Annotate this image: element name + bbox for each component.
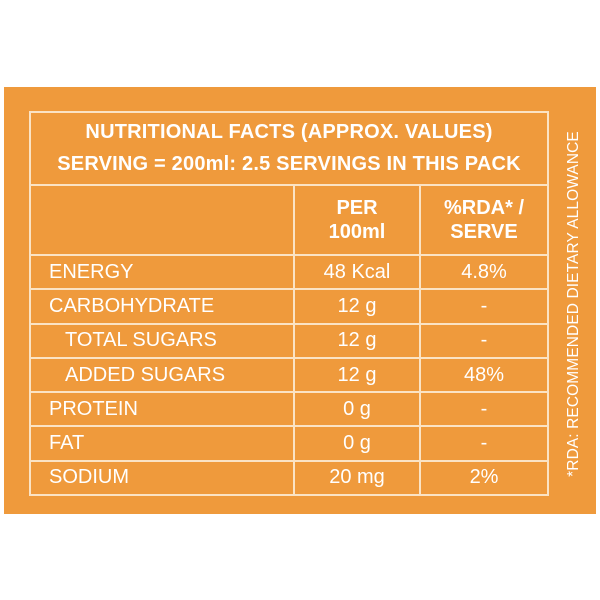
- energy-rda: 4.8%: [418, 254, 550, 291]
- table-title: NUTRITIONAL FACTS (APPROX. VALUES) SERVI…: [28, 111, 550, 186]
- table-row: SODIUM 20 mg 2%: [29, 459, 550, 497]
- energy-per-100ml: 48 Kcal: [293, 254, 421, 291]
- header-rda-serve-line-1: %RDA* /: [444, 196, 525, 219]
- carbohydrate-rda: -: [418, 288, 550, 325]
- nutrient-fat: FAT: [29, 425, 295, 462]
- sodium-rda: 2%: [418, 459, 550, 497]
- sodium-per-100ml: 20 mg: [293, 459, 421, 497]
- table-row: FAT 0 g -: [29, 425, 550, 462]
- nutrient-carbohydrate: CARBOHYDRATE: [29, 288, 295, 325]
- table-row: ADDED SUGARS 12 g 48%: [29, 356, 550, 394]
- table-row: PROTEIN 0 g -: [29, 391, 550, 428]
- table-row: TOTAL SUGARS 12 g -: [29, 322, 550, 359]
- header-per-100ml-line-2: 100ml: [328, 220, 386, 243]
- header-rda-serve-line-2: SERVE: [450, 220, 518, 243]
- nutrient-energy: ENERGY: [29, 254, 295, 291]
- table-row: ENERGY 48 Kcal 4.8%: [29, 254, 550, 291]
- header-empty-cell: [29, 183, 295, 257]
- header-per-100ml: PER 100ml: [293, 183, 421, 257]
- rda-footnote-text: *RDA: RECOMMENDED DIETARY ALLOWANCE: [565, 130, 582, 477]
- nutrient-added-sugars: ADDED SUGARS: [29, 356, 295, 394]
- title-line-1: NUTRITIONAL FACTS (APPROX. VALUES): [85, 121, 493, 144]
- added-sugars-per-100ml: 12 g: [293, 356, 421, 394]
- total-sugars-per-100ml: 12 g: [293, 322, 421, 359]
- protein-rda: -: [418, 391, 550, 428]
- total-sugars-rda: -: [418, 322, 550, 359]
- header-rda-serve: %RDA* / SERVE: [418, 183, 550, 257]
- fat-rda: -: [418, 425, 550, 462]
- table-row: CARBOHYDRATE 12 g -: [29, 288, 550, 325]
- nutrient-sodium: SODIUM: [29, 459, 295, 497]
- header-per-100ml-line-1: PER: [336, 196, 378, 219]
- carbohydrate-per-100ml: 12 g: [293, 288, 421, 325]
- nutrition-panel: NUTRITIONAL FACTS (APPROX. VALUES) SERVI…: [4, 87, 596, 514]
- fat-per-100ml: 0 g: [293, 425, 421, 462]
- added-sugars-rda: 48%: [418, 356, 550, 394]
- nutrition-table: NUTRITIONAL FACTS (APPROX. VALUES) SERVI…: [28, 111, 550, 497]
- rda-footnote: *RDA: RECOMMENDED DIETARY ALLOWANCE: [552, 111, 596, 496]
- title-line-2: SERVING = 200ml: 2.5 SERVINGS IN THIS PA…: [57, 153, 521, 176]
- nutrient-protein: PROTEIN: [29, 391, 295, 428]
- protein-per-100ml: 0 g: [293, 391, 421, 428]
- nutrient-total-sugars: TOTAL SUGARS: [29, 322, 295, 359]
